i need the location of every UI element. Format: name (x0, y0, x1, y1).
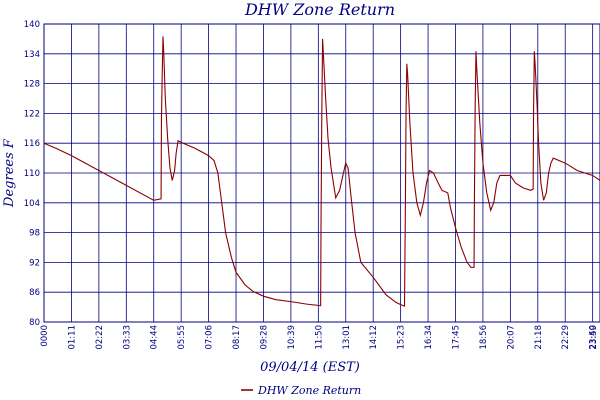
x-tick-label: 20:07 (506, 325, 516, 350)
x-tick-label: 14:12 (369, 325, 379, 350)
x-tick-label: 23:40 (589, 325, 599, 350)
x-tick-label: 13:01 (342, 325, 352, 350)
y-tick-labels: 80 86 92 98 104 110 116 122 128 134 140 (24, 20, 40, 328)
y-tick-label: 128 (24, 80, 40, 90)
x-tick-label: 11:50 (314, 325, 324, 350)
y-tick-label: 80 (29, 318, 40, 328)
x-tick-label: 15:23 (397, 325, 407, 350)
x-tick-label: 16:34 (424, 325, 434, 350)
series-line-dhw-zone-return (43, 36, 600, 307)
x-tick-label: 05:55 (177, 325, 187, 350)
x-tick-label: 22:29 (561, 325, 571, 350)
x-tick-label: 18:56 (479, 325, 489, 350)
y-tick-label: 116 (24, 139, 40, 149)
x-tick-label: 03:33 (122, 325, 132, 350)
x-tick-label: 07:06 (205, 325, 215, 350)
y-axis-label: Degrees F (2, 138, 17, 208)
y-tick-label: 86 (29, 288, 40, 298)
legend: DHW Zone Return (241, 384, 361, 397)
x-tick-label: 17:45 (451, 325, 461, 350)
legend-label: DHW Zone Return (257, 384, 361, 397)
x-tick-label: 01:11 (67, 325, 77, 350)
y-tick-label: 98 (29, 229, 40, 239)
x-tick-label: 21:18 (534, 325, 544, 350)
x-tick-label: 09:28 (259, 325, 269, 350)
x-tick-label: 08:17 (232, 325, 242, 350)
x-tick-label: 04:44 (150, 325, 160, 350)
y-tick-label: 92 (29, 258, 40, 268)
x-tick-label: 23:59 (589, 325, 599, 350)
y-tick-label: 140 (24, 20, 40, 30)
x-tick-label: 02:22 (95, 325, 105, 350)
y-tick-label: 134 (24, 50, 40, 60)
chart-title: DHW Zone Return (244, 0, 395, 19)
y-tick-label: 122 (24, 109, 40, 119)
x-tick-labels: 0000 01:11 02:22 03:33 04:44 05:55 07:06 08:17 0… (40, 325, 599, 350)
x-tick-label: 0000 (40, 325, 50, 347)
y-tick-label: 110 (24, 169, 40, 179)
y-tick-label: 104 (24, 199, 40, 209)
x-tick-label: 10:39 (287, 325, 297, 350)
x-axis-label: 09/04/14 (EST) (260, 360, 360, 375)
